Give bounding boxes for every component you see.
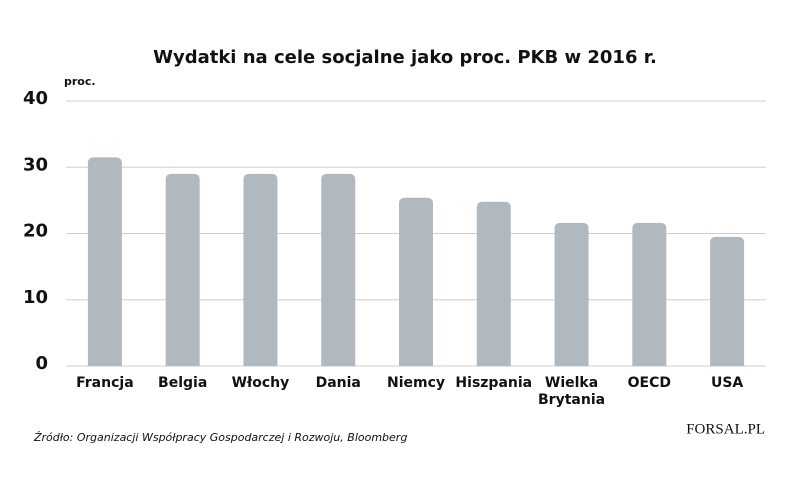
x-tick-label: Belgia <box>158 375 208 391</box>
bar <box>554 222 589 366</box>
x-tick-label: USA <box>710 375 744 391</box>
source-note: Źródło: Organizacji Współpracy Gospodarc… <box>33 431 407 444</box>
bar <box>243 173 278 366</box>
x-tick-label: Francja <box>76 375 134 391</box>
bar <box>632 222 667 366</box>
bar <box>165 173 200 366</box>
y-tick-label: 10 <box>23 287 48 308</box>
logo: FORSAL.PL <box>686 421 765 437</box>
y-tick-label: 0 <box>35 353 48 374</box>
chart-title: Wydatki na cele socjalne jako proc. PKB … <box>153 47 657 68</box>
bar <box>476 201 511 366</box>
y-tick-label: 20 <box>23 221 48 242</box>
x-tick-label: Dania <box>315 375 361 391</box>
y-tick-label: 30 <box>23 154 48 175</box>
y-tick-label: 40 <box>23 88 48 109</box>
bar <box>321 173 356 366</box>
bar <box>399 197 433 366</box>
x-tick-label: Włochy <box>231 375 290 391</box>
x-tick-label: Wielka Brytania <box>538 375 606 408</box>
x-tick-label: OECD <box>627 375 672 391</box>
x-tick-label: Hiszpania <box>455 375 533 391</box>
y-axis-label: proc. <box>64 75 96 88</box>
bar <box>710 236 745 366</box>
bar <box>87 157 122 366</box>
x-tick-label: Niemcy <box>386 375 446 391</box>
